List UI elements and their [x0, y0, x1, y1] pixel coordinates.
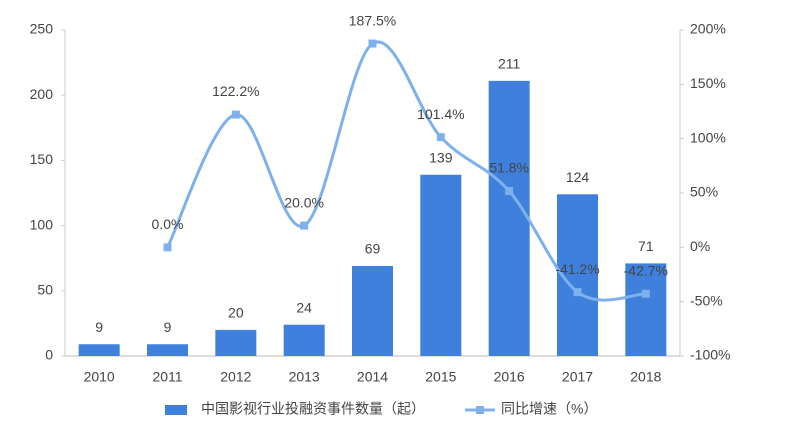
- bar: [147, 344, 188, 356]
- bar: [352, 266, 393, 356]
- line-value-label: 122.2%: [212, 83, 259, 99]
- y-tick-label: 50: [37, 282, 53, 298]
- line-marker: [300, 221, 309, 230]
- bar-value-label: 24: [296, 299, 312, 315]
- y2-tick-label: 100%: [690, 129, 726, 145]
- bar-value-label: 211: [498, 56, 521, 72]
- y2-tick-label: 150%: [690, 75, 726, 91]
- line-value-label: -42.7%: [624, 262, 668, 278]
- y2-tick-label: -100%: [690, 347, 730, 363]
- bar-value-label: 20: [228, 305, 244, 321]
- bar: [488, 80, 530, 356]
- y-tick-label: 0: [45, 347, 53, 363]
- y2-tick-label: 200%: [690, 21, 726, 37]
- y-tick-label: 100: [30, 216, 54, 232]
- line-value-label: 101.4%: [417, 106, 464, 122]
- x-tick-label: 2014: [357, 369, 388, 385]
- bar: [420, 174, 462, 356]
- x-tick-label: 2010: [84, 369, 115, 385]
- y-tick-label: 200: [30, 86, 54, 102]
- legend-swatch: [165, 405, 187, 415]
- x-tick-label: 2011: [152, 369, 182, 385]
- y2-tick-label: 50%: [690, 184, 718, 200]
- line-value-label: 20.0%: [284, 194, 324, 210]
- bar: [625, 263, 667, 356]
- y-tick-label: 150: [30, 151, 54, 167]
- bar-value-label: 9: [95, 319, 103, 335]
- bar-value-label: 124: [566, 169, 590, 185]
- bar-value-label: 139: [429, 149, 453, 165]
- bar: [215, 329, 257, 356]
- bar-value-label: 69: [365, 241, 381, 257]
- x-tick-label: 2016: [494, 369, 525, 385]
- line-marker: [231, 110, 240, 119]
- x-tick-label: 2013: [289, 369, 320, 385]
- line-value-label: 0.0%: [152, 216, 184, 232]
- line-value-label: 51.8%: [489, 160, 529, 176]
- line-marker: [505, 187, 514, 196]
- line-marker: [368, 39, 377, 48]
- x-tick-label: 2015: [425, 369, 456, 385]
- y-tick-label: 250: [30, 21, 54, 37]
- legend-swatch-marker: [476, 406, 484, 414]
- x-tick-label: 2012: [220, 369, 251, 385]
- bar-value-label: 71: [638, 238, 654, 254]
- legend-label: 同比增速（%）: [501, 401, 597, 417]
- line-marker: [163, 243, 172, 252]
- line-marker: [573, 288, 582, 297]
- bar-value-label: 9: [164, 319, 172, 335]
- line-marker: [641, 289, 650, 298]
- y2-tick-label: -50%: [690, 292, 723, 308]
- legend-label: 中国影视行业投融资事件数量（起）: [201, 401, 425, 417]
- bar: [78, 344, 120, 356]
- line-value-label: 187.5%: [349, 12, 396, 28]
- bar: [283, 324, 325, 356]
- x-tick-label: 2018: [630, 369, 661, 385]
- y2-tick-label: 0%: [690, 238, 710, 254]
- x-tick-label: 2017: [562, 369, 593, 385]
- line-marker: [436, 133, 445, 142]
- line-value-label: -41.2%: [555, 261, 599, 277]
